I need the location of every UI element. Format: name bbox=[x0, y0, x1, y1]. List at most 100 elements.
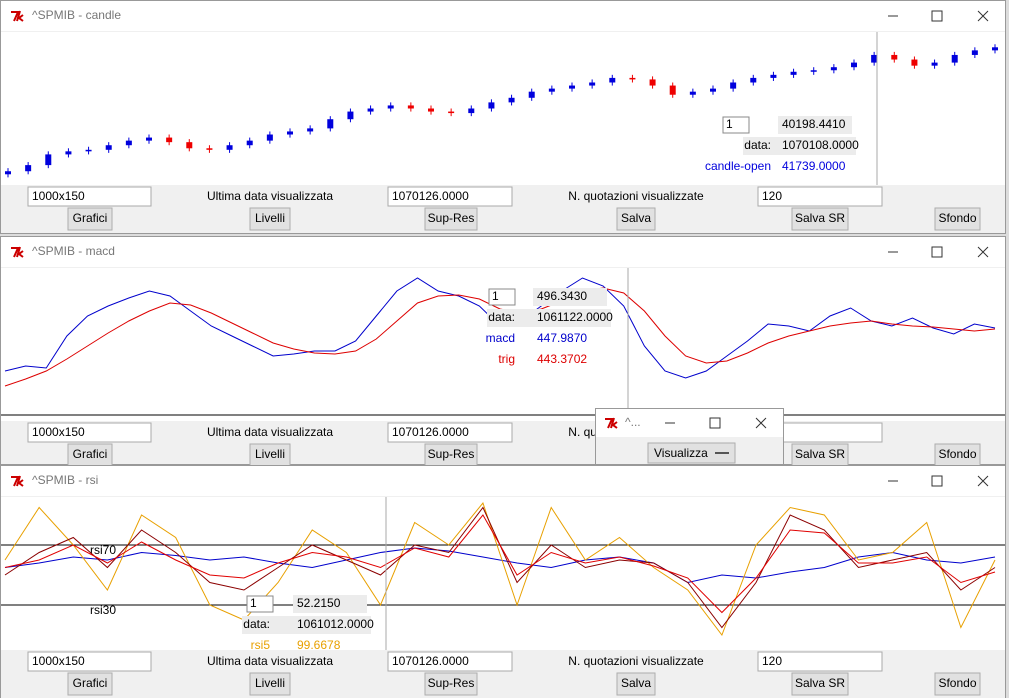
button-label[interactable]: Salva SR bbox=[795, 447, 845, 461]
candle-body bbox=[629, 77, 636, 80]
button-label[interactable]: Livelli bbox=[255, 676, 285, 690]
text-input[interactable] bbox=[757, 186, 883, 207]
button-label[interactable]: Sup-Res bbox=[428, 211, 475, 225]
text-input[interactable] bbox=[757, 651, 883, 672]
maximize-button[interactable] bbox=[931, 246, 943, 258]
button-label[interactable]: Grafici bbox=[73, 211, 108, 225]
window: ^SPMIB - candle 1 40198.4410 data: 1070108.0… bbox=[0, 0, 1006, 234]
tk-icon bbox=[11, 475, 24, 487]
readout-label: trig bbox=[498, 352, 515, 366]
candle-body bbox=[931, 62, 938, 66]
readout-bg bbox=[242, 616, 371, 634]
series-line bbox=[4, 501, 996, 637]
candle-body bbox=[669, 85, 676, 95]
button[interactable] bbox=[424, 207, 478, 231]
button-label[interactable]: Sfondo bbox=[938, 211, 976, 225]
chart: rsi70 rsi30 1 52.2150 data: 1061012.0000 rsi5 9… bbox=[1, 497, 1005, 652]
field-label: Ultima data visualizzata bbox=[207, 425, 333, 439]
candle-body bbox=[649, 79, 656, 86]
button[interactable] bbox=[791, 672, 849, 696]
button[interactable] bbox=[934, 207, 981, 231]
button[interactable] bbox=[249, 207, 291, 231]
button-label[interactable]: Salva SR bbox=[795, 211, 845, 225]
candle-body bbox=[45, 154, 52, 166]
button[interactable] bbox=[424, 672, 478, 696]
text-input[interactable] bbox=[27, 651, 152, 672]
button-label[interactable]: Livelli bbox=[255, 211, 285, 225]
candle-body bbox=[790, 71, 797, 75]
text-input[interactable] bbox=[27, 186, 152, 207]
readout-label: data: bbox=[744, 138, 771, 152]
candle-body bbox=[468, 108, 475, 114]
candle-body bbox=[569, 85, 575, 89]
readout-bg bbox=[778, 116, 852, 134]
candle-body bbox=[911, 59, 918, 66]
field-label: Ultima data visualizzata bbox=[207, 654, 333, 668]
level-label: rsi70 bbox=[90, 543, 116, 557]
candle-body bbox=[589, 82, 596, 86]
text-input[interactable] bbox=[387, 422, 513, 443]
tk-icon bbox=[11, 246, 24, 258]
readout-bg bbox=[743, 137, 856, 155]
series-line bbox=[4, 547, 996, 584]
popup-title: ^... bbox=[625, 415, 641, 429]
button-label[interactable]: Sfondo bbox=[938, 676, 976, 690]
candle-body bbox=[367, 108, 374, 112]
button-label[interactable]: Grafici bbox=[73, 676, 108, 690]
readout-value: 1061122.0000 bbox=[537, 310, 613, 324]
button-label[interactable]: Sup-Res bbox=[428, 676, 475, 690]
text-input[interactable] bbox=[387, 651, 513, 672]
maximize-button[interactable] bbox=[931, 10, 943, 22]
close-button[interactable] bbox=[977, 475, 989, 487]
candle-body bbox=[609, 77, 616, 83]
title-bar bbox=[1, 237, 1005, 267]
series-line bbox=[4, 514, 996, 614]
candle-body bbox=[246, 140, 253, 146]
candle-body bbox=[266, 134, 273, 141]
readout-label: candle-open bbox=[705, 159, 771, 173]
close-button[interactable] bbox=[977, 246, 989, 258]
maximize-button[interactable] bbox=[709, 417, 721, 429]
close-button[interactable] bbox=[755, 417, 767, 429]
readout-label: rsi5 bbox=[251, 638, 271, 652]
text-input[interactable] bbox=[27, 422, 152, 443]
button-label[interactable]: Salva bbox=[621, 211, 651, 225]
candle-body bbox=[548, 88, 555, 92]
button[interactable] bbox=[616, 207, 656, 231]
button[interactable] bbox=[249, 672, 291, 696]
text-input[interactable] bbox=[387, 186, 513, 207]
maximize-button[interactable] bbox=[931, 475, 943, 487]
input-text: 1070126.0000 bbox=[392, 425, 469, 439]
candle-body bbox=[25, 165, 32, 172]
button[interactable] bbox=[67, 207, 113, 231]
button[interactable] bbox=[934, 672, 981, 696]
button[interactable] bbox=[616, 672, 656, 696]
button-label[interactable]: Livelli bbox=[255, 447, 285, 461]
button-label[interactable]: Grafici bbox=[73, 447, 108, 461]
window-title: ^SPMIB - candle bbox=[32, 8, 121, 22]
button-label[interactable]: Salva SR bbox=[795, 676, 845, 690]
button-label[interactable]: Sfondo bbox=[938, 447, 976, 461]
window: ^SPMIB - rsi rsi70 rsi30 1 52.2150 data: 10610… bbox=[0, 465, 1006, 698]
field-label: N. quotazioni visualizzate bbox=[568, 189, 704, 203]
candle-body bbox=[508, 97, 515, 103]
candle-body bbox=[105, 145, 112, 150]
readout-index: 1 bbox=[726, 117, 733, 131]
button-label[interactable]: Sup-Res bbox=[428, 447, 475, 461]
input-text: 120 bbox=[762, 654, 782, 668]
candle-body bbox=[851, 62, 857, 68]
button-label[interactable]: Visualizza bbox=[654, 446, 708, 460]
candle-body bbox=[448, 111, 455, 114]
close-button[interactable] bbox=[977, 10, 989, 22]
candle-body bbox=[730, 82, 737, 89]
button[interactable] bbox=[791, 207, 849, 231]
button-label[interactable]: Salva bbox=[621, 676, 651, 690]
readout-value: 443.3702 bbox=[537, 352, 587, 366]
button[interactable] bbox=[647, 442, 736, 464]
candle-body bbox=[871, 54, 878, 63]
readout-value: 1061012.0000 bbox=[297, 617, 374, 631]
button[interactable] bbox=[67, 672, 113, 696]
candle-body bbox=[186, 142, 193, 149]
